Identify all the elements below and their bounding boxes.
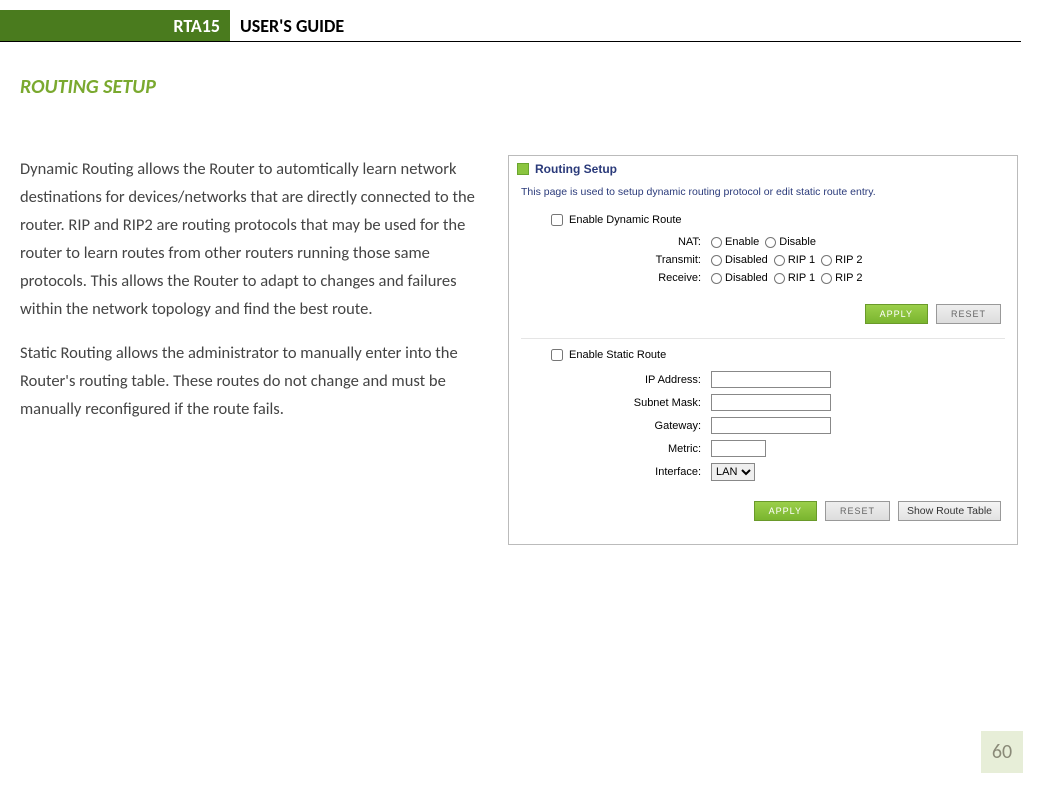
reset-button-dynamic[interactable]: RESET — [936, 304, 1001, 324]
paragraph-1: Dynamic Routing allows the Router to aut… — [20, 155, 490, 323]
static-button-row: APPLY RESET Show Route Table — [509, 493, 1017, 529]
apply-button-dynamic[interactable]: APPLY — [865, 304, 928, 324]
header-product: RTA15 — [0, 10, 230, 41]
receive-rip2-radio[interactable] — [821, 273, 832, 284]
receive-opt2: RIP 2 — [835, 272, 862, 284]
interface-select[interactable]: LAN — [711, 463, 755, 481]
panel-title-icon — [517, 163, 529, 175]
static-route-group: Enable Static Route IP Address: Subnet M… — [509, 345, 1017, 493]
doc-header: RTA15 USER'S GUIDE — [0, 10, 1021, 42]
enable-dynamic-route-checkbox[interactable] — [551, 214, 563, 226]
enable-static-route-label: Enable Static Route — [569, 349, 666, 361]
ip-address-input[interactable] — [711, 371, 831, 388]
page-number: 60 — [981, 731, 1023, 773]
receive-opt0: Disabled — [725, 272, 768, 284]
header-doc-title: USER'S GUIDE — [230, 10, 344, 41]
section-title: ROUTING SETUP — [20, 75, 156, 99]
receive-rip1-radio[interactable] — [774, 273, 785, 284]
interface-label: Interface: — [551, 466, 711, 478]
panel-title: Routing Setup — [535, 162, 617, 176]
gateway-label: Gateway: — [551, 420, 711, 432]
metric-input[interactable] — [711, 440, 766, 457]
show-route-table-button[interactable]: Show Route Table — [898, 501, 1001, 521]
enable-static-route-checkbox[interactable] — [551, 349, 563, 361]
enable-dynamic-route-label: Enable Dynamic Route — [569, 214, 682, 226]
paragraph-2: Static Routing allows the administrator … — [20, 339, 490, 423]
subnet-mask-label: Subnet Mask: — [551, 397, 711, 409]
nat-label: NAT: — [551, 236, 711, 248]
nat-enable-radio[interactable] — [711, 237, 722, 248]
reset-button-static[interactable]: RESET — [825, 501, 890, 521]
transmit-opt0: Disabled — [725, 254, 768, 266]
metric-label: Metric: — [551, 443, 711, 455]
divider — [521, 338, 1005, 339]
transmit-disabled-radio[interactable] — [711, 255, 722, 266]
panel-title-row: Routing Setup — [509, 156, 1017, 180]
nat-enable-text: Enable — [725, 236, 759, 248]
nat-disable-radio[interactable] — [765, 237, 776, 248]
transmit-opt1: RIP 1 — [788, 254, 815, 266]
transmit-opt2: RIP 2 — [835, 254, 862, 266]
dynamic-route-group: Enable Dynamic Route NAT: Enable Disable… — [509, 210, 1017, 296]
transmit-rip2-radio[interactable] — [821, 255, 832, 266]
nat-disable-text: Disable — [779, 236, 816, 248]
routing-setup-screenshot: Routing Setup This page is used to setup… — [508, 155, 1018, 545]
gateway-input[interactable] — [711, 417, 831, 434]
transmit-rip1-radio[interactable] — [774, 255, 785, 266]
dynamic-button-row: APPLY RESET — [509, 296, 1017, 332]
receive-label: Receive: — [551, 272, 711, 284]
apply-button-static[interactable]: APPLY — [754, 501, 817, 521]
subnet-mask-input[interactable] — [711, 394, 831, 411]
ip-address-label: IP Address: — [551, 374, 711, 386]
panel-description: This page is used to setup dynamic routi… — [509, 180, 1017, 210]
receive-opt1: RIP 1 — [788, 272, 815, 284]
body-text: Dynamic Routing allows the Router to aut… — [20, 155, 490, 439]
receive-disabled-radio[interactable] — [711, 273, 722, 284]
transmit-label: Transmit: — [551, 254, 711, 266]
